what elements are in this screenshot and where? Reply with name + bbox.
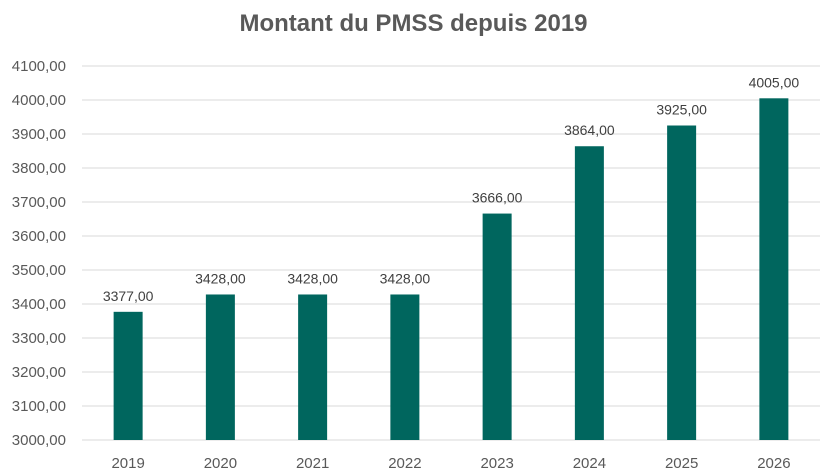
y-tick-label: 3100,00	[12, 398, 66, 415]
bar	[113, 311, 143, 440]
data-label: 3428,00	[287, 270, 338, 286]
y-tick-label: 3900,00	[12, 126, 66, 143]
y-tick-label: 3500,00	[12, 262, 66, 279]
x-tick-label: 2020	[204, 455, 237, 472]
y-axis: 3000,00 3100,00 3200,00 3300,00 3400,00 3500,…	[12, 58, 66, 449]
bar	[759, 98, 789, 441]
data-label: 3428,00	[195, 270, 246, 286]
gridlines	[82, 65, 820, 441]
x-tick-label: 2021	[296, 455, 329, 472]
bars	[113, 98, 789, 441]
data-label: 3666,00	[472, 190, 523, 206]
bar	[205, 294, 235, 440]
x-axis: 2019 2020 2021 2022 2023 2024 2025 2026	[111, 455, 790, 472]
y-tick-label: 4000,00	[12, 92, 66, 109]
data-label: 4005,00	[749, 74, 800, 90]
x-tick-label: 2023	[480, 455, 513, 472]
y-tick-label: 4100,00	[12, 58, 66, 75]
data-label: 3428,00	[380, 270, 431, 286]
data-label: 3864,00	[564, 122, 615, 138]
y-tick-label: 3400,00	[12, 296, 66, 313]
x-tick-label: 2025	[665, 455, 698, 472]
x-tick-label: 2019	[111, 455, 144, 472]
x-tick-label: 2026	[757, 455, 790, 472]
chart-title: Montant du PMSS depuis 2019	[239, 10, 588, 37]
x-tick-label: 2024	[573, 455, 606, 472]
y-tick-label: 3000,00	[12, 432, 66, 449]
bar	[574, 146, 604, 441]
data-labels: 3377,00 3428,00 3428,00 3428,00 3666,00 3864,…	[103, 74, 800, 304]
y-tick-label: 3800,00	[12, 160, 66, 177]
y-tick-label: 3300,00	[12, 330, 66, 347]
data-label: 3925,00	[656, 102, 707, 118]
y-tick-label: 3200,00	[12, 364, 66, 381]
y-tick-label: 3600,00	[12, 228, 66, 245]
bar	[482, 213, 512, 440]
bar	[390, 294, 420, 440]
y-tick-label: 3700,00	[12, 194, 66, 211]
data-label: 3377,00	[103, 288, 154, 304]
bar	[667, 125, 697, 440]
x-tick-label: 2022	[388, 455, 421, 472]
bar	[298, 294, 328, 440]
